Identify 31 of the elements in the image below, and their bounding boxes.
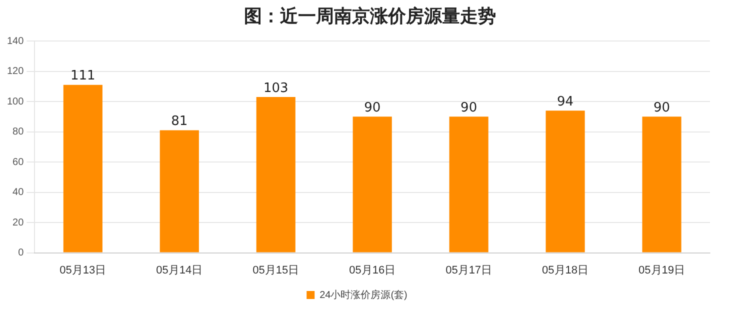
x-tick-label: 05月14日 bbox=[156, 264, 203, 276]
y-tick-label: 40 bbox=[12, 187, 24, 198]
bar bbox=[63, 84, 102, 252]
bar bbox=[546, 110, 585, 252]
data-label: 103 bbox=[263, 80, 288, 96]
bar bbox=[642, 116, 682, 252]
y-tick-label: 0 bbox=[18, 248, 24, 259]
x-tick-label: 05月19日 bbox=[638, 264, 686, 276]
x-tick-label: 05月18日 bbox=[542, 264, 589, 276]
data-label: 90 bbox=[364, 100, 381, 116]
data-label: 90 bbox=[653, 100, 670, 116]
bar bbox=[160, 130, 199, 252]
data-label: 94 bbox=[557, 94, 574, 110]
x-tick-label: 05月15日 bbox=[252, 264, 300, 276]
bar bbox=[352, 116, 392, 252]
x-tick-label: 05月16日 bbox=[349, 264, 396, 276]
chart-title: 图：近一周南京涨价房源量走势 bbox=[243, 5, 497, 29]
bar bbox=[256, 96, 296, 252]
legend-label: 24小时涨价房源(套) bbox=[320, 288, 408, 301]
x-tick-label: 05月13日 bbox=[60, 264, 106, 276]
y-tick-label: 140 bbox=[6, 36, 24, 47]
data-label: 81 bbox=[171, 114, 188, 130]
y-tick-label: 80 bbox=[12, 126, 24, 138]
y-tick-label: 60 bbox=[12, 156, 24, 168]
y-tick-label: 20 bbox=[12, 217, 24, 228]
x-tick-label: 05月17日 bbox=[446, 264, 492, 276]
bar bbox=[449, 116, 488, 252]
data-label: 111 bbox=[70, 68, 96, 84]
data-label: 90 bbox=[460, 100, 478, 116]
y-tick-label: 120 bbox=[6, 66, 24, 78]
y-tick-label: 100 bbox=[6, 96, 24, 108]
